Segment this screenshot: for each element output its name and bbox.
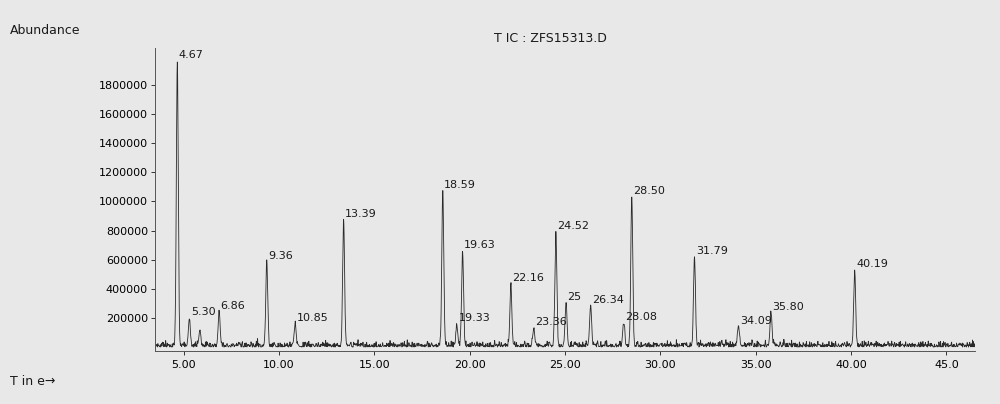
- Text: 22.16: 22.16: [512, 273, 544, 283]
- Text: 19.63: 19.63: [464, 240, 496, 250]
- Text: 25: 25: [567, 292, 582, 301]
- Text: 34.09: 34.09: [740, 316, 772, 326]
- Text: 35.80: 35.80: [772, 302, 804, 312]
- Text: 6.86: 6.86: [221, 301, 245, 311]
- Text: Abundance: Abundance: [10, 24, 80, 37]
- Text: 28.50: 28.50: [633, 186, 665, 196]
- Text: 40.19: 40.19: [856, 259, 888, 269]
- Text: 24.52: 24.52: [557, 221, 589, 231]
- Text: T IC : ZFS15313.D: T IC : ZFS15313.D: [494, 32, 606, 45]
- Text: 19.33: 19.33: [458, 314, 490, 323]
- Text: 4.67: 4.67: [179, 50, 204, 61]
- Text: 9.36: 9.36: [268, 251, 293, 261]
- Text: 26.34: 26.34: [592, 295, 624, 305]
- Text: 28.08: 28.08: [625, 312, 657, 322]
- Text: 23.36: 23.36: [535, 317, 567, 327]
- Text: 31.79: 31.79: [696, 246, 728, 256]
- Text: T in e→: T in e→: [10, 375, 55, 388]
- Text: 18.59: 18.59: [444, 180, 476, 190]
- Text: 13.39: 13.39: [345, 209, 377, 219]
- Text: 10.85: 10.85: [297, 314, 328, 323]
- Text: 5.30: 5.30: [191, 307, 215, 317]
